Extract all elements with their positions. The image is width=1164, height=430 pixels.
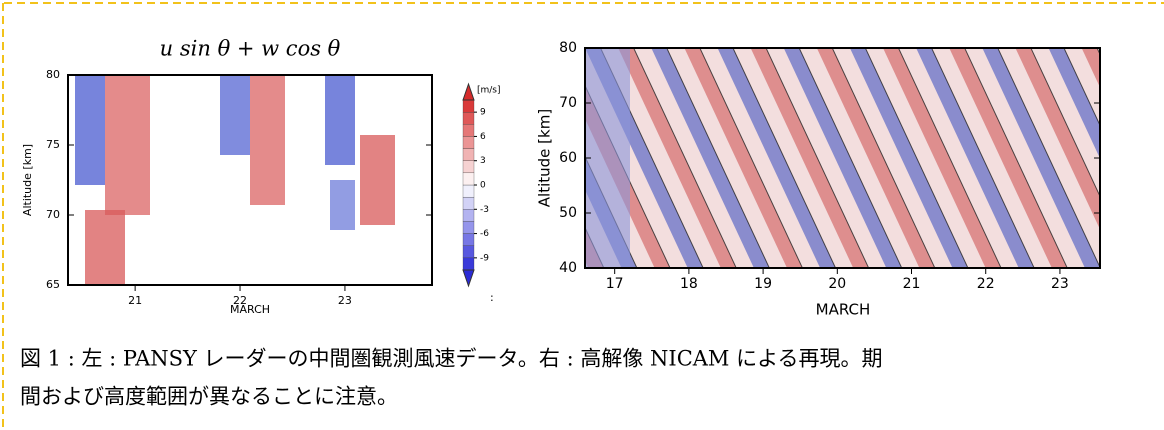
x-tick-label: 23 (1051, 276, 1069, 292)
x-axis-label: MARCH (816, 301, 871, 319)
x-tick-label: 17 (606, 276, 624, 292)
colorbar-cell (463, 149, 474, 161)
colorbar-extend (463, 270, 474, 286)
colorbar-tick-label: -9 (480, 253, 489, 263)
x-tick-label: 21 (903, 276, 921, 292)
field-left (75, 75, 395, 285)
colorbar-cell (463, 234, 474, 246)
colorbar-cell (463, 197, 474, 209)
x-tick-label: 23 (338, 294, 352, 307)
y-tick-label: 65 (46, 278, 60, 291)
y-tick-label: 70 (46, 208, 60, 221)
colorbar-cell (463, 258, 474, 270)
figure: 65 70 75 80 21 22 23 MARCH Altitude [km] u sin θ … (0, 0, 1164, 430)
colorbar-tick-label: 9 (480, 108, 486, 118)
colorbar-label: [m/s] (477, 86, 501, 96)
colorbar-cell (463, 221, 474, 233)
colorbar-cell (463, 124, 474, 136)
x-tick-label: 18 (680, 276, 698, 292)
chart-title: u sin θ + w cos θ (160, 37, 341, 61)
colorbar-cell (463, 209, 474, 221)
caption-line: 図 1 : 左 : PANSY レーダーの中間圏観測風速データ。右 : 高解像 … (20, 347, 882, 371)
x-tick-label: 20 (828, 276, 846, 292)
colorbar-tick-label: 6 (480, 132, 486, 142)
colorbar-note: : (490, 291, 494, 304)
colorbar-cell (463, 161, 474, 173)
y-tick-label: 40 (559, 260, 577, 276)
y-tick-label: 80 (559, 40, 577, 56)
caption-line: 間および高度範囲が異なることに注意。 (20, 385, 398, 409)
colorbar-tick-label: 0 (480, 181, 486, 191)
colorbar-cell (463, 185, 474, 197)
y-tick-label: 75 (46, 138, 60, 151)
colorbar-cell (463, 136, 474, 148)
x-tick-label: 19 (754, 276, 772, 292)
y-tick-label: 70 (559, 95, 577, 111)
colorbar-cell (463, 112, 474, 124)
x-axis-label: MARCH (230, 303, 270, 316)
colorbar-cell (463, 100, 474, 112)
colorbar-tick-label: -3 (480, 205, 489, 215)
x-tick-label: 22 (977, 276, 995, 292)
y-tick-label: 80 (46, 68, 60, 81)
field-right-edge (585, 48, 630, 268)
colorbar-extend (463, 84, 474, 100)
colorbar-tick-label: 3 (480, 156, 486, 166)
y-tick-label: 60 (559, 150, 577, 166)
field-right (585, 48, 1100, 268)
y-axis-label: Altitude [km] (536, 109, 554, 207)
colorbar-cell (463, 173, 474, 185)
colorbar-cell (463, 246, 474, 258)
y-axis-label: Altitude [km] (21, 144, 34, 216)
x-tick-label: 21 (128, 294, 142, 307)
y-tick-label: 50 (559, 205, 577, 221)
colorbar-tick-label: -6 (480, 229, 489, 239)
